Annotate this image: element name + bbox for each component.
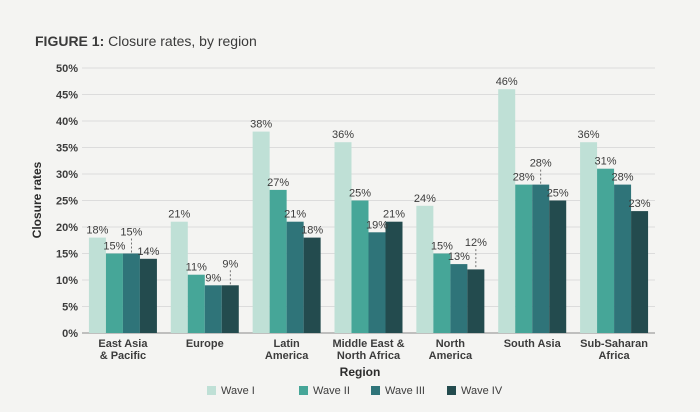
data-label: 12% bbox=[465, 237, 487, 249]
data-label: 27% bbox=[267, 177, 289, 189]
y-axis-title: Closure rates bbox=[30, 161, 44, 238]
bar bbox=[88, 237, 106, 333]
data-label: 15% bbox=[431, 241, 453, 253]
bar bbox=[170, 221, 188, 333]
data-label: 36% bbox=[578, 129, 600, 141]
bar bbox=[286, 221, 304, 333]
data-label: 23% bbox=[629, 198, 651, 210]
category-label: Middle East & bbox=[332, 338, 404, 350]
category-label: North bbox=[436, 338, 466, 350]
bar bbox=[532, 184, 550, 333]
data-labels: 18%15%15%14%21%11%9%9%38%27%21%18%36%25%… bbox=[86, 76, 651, 285]
bar bbox=[433, 253, 451, 333]
data-label: 21% bbox=[168, 209, 190, 221]
bar bbox=[549, 200, 567, 333]
category-label: Latin bbox=[274, 338, 301, 350]
y-tick-label: 45% bbox=[56, 90, 78, 102]
bar bbox=[416, 205, 434, 333]
data-label: 11% bbox=[186, 262, 207, 274]
figure-title: FIGURE 1: Closure rates, by region bbox=[35, 33, 257, 49]
bar bbox=[105, 253, 123, 333]
y-tick-label: 20% bbox=[56, 222, 78, 234]
category-label: Europe bbox=[186, 338, 224, 350]
data-label: 15% bbox=[120, 227, 142, 239]
category-label: South Asia bbox=[504, 338, 562, 350]
x-axis-title: Region bbox=[340, 365, 381, 379]
legend-label: Wave I bbox=[221, 385, 255, 397]
data-label: 15% bbox=[103, 241, 125, 253]
data-label: 14% bbox=[137, 246, 159, 258]
figure-caption: Closure rates, by region bbox=[108, 33, 257, 49]
bar bbox=[450, 264, 468, 333]
data-label: 21% bbox=[284, 209, 306, 221]
bar bbox=[139, 258, 157, 333]
bar bbox=[597, 168, 615, 333]
category-label: East Asia bbox=[98, 338, 148, 350]
legend-label: Wave II bbox=[313, 385, 350, 397]
y-tick-label: 0% bbox=[62, 328, 78, 340]
y-tick-label: 10% bbox=[56, 275, 78, 287]
legend-swatch bbox=[447, 386, 456, 395]
y-tick-label: 25% bbox=[56, 196, 78, 208]
bar bbox=[221, 285, 239, 333]
legend-swatch bbox=[207, 386, 216, 395]
category-label: America bbox=[265, 350, 309, 362]
bar bbox=[187, 274, 205, 333]
legend-label: Wave IV bbox=[461, 385, 503, 397]
category-label: Africa bbox=[598, 350, 630, 362]
bar bbox=[385, 221, 403, 333]
bar bbox=[269, 189, 287, 333]
data-label: 28% bbox=[612, 172, 634, 184]
data-label: 28% bbox=[530, 158, 552, 170]
legend-label: Wave III bbox=[385, 385, 425, 397]
data-label: 18% bbox=[86, 225, 108, 237]
bar bbox=[580, 142, 598, 333]
data-label: 18% bbox=[301, 225, 323, 237]
category-label: Sub-Saharan bbox=[580, 338, 648, 350]
data-label: 36% bbox=[332, 129, 354, 141]
data-label: 31% bbox=[595, 156, 617, 168]
bar bbox=[252, 131, 270, 333]
data-label: 13% bbox=[448, 251, 470, 263]
data-label: 24% bbox=[414, 193, 436, 205]
bars bbox=[88, 89, 649, 333]
figure-label: FIGURE 1: bbox=[35, 33, 105, 49]
data-label: 9% bbox=[222, 258, 238, 270]
category-label: America bbox=[429, 350, 473, 362]
bar bbox=[334, 142, 352, 333]
data-label: 25% bbox=[547, 188, 569, 200]
data-label: 21% bbox=[383, 209, 405, 221]
data-label: 19% bbox=[366, 219, 388, 231]
bar bbox=[204, 285, 222, 333]
y-axis-ticks: 0% 5% 10% 15% 20% 25% 30% 35% 40% 45% 50% bbox=[56, 63, 78, 340]
y-tick-label: 50% bbox=[56, 63, 78, 75]
y-tick-label: 35% bbox=[56, 143, 78, 155]
bar bbox=[467, 269, 485, 333]
y-tick-label: 40% bbox=[56, 116, 78, 128]
category-label: North Africa bbox=[337, 350, 401, 362]
bar bbox=[614, 184, 632, 333]
legend: Wave I Wave II Wave III Wave IV bbox=[207, 385, 503, 397]
bar bbox=[122, 253, 140, 333]
legend-swatch bbox=[299, 386, 308, 395]
y-tick-label: 30% bbox=[56, 169, 78, 181]
bar bbox=[498, 89, 516, 333]
data-label: 38% bbox=[250, 119, 272, 131]
data-label: 28% bbox=[513, 172, 535, 184]
y-tick-label: 5% bbox=[62, 302, 78, 314]
y-tick-label: 15% bbox=[56, 249, 78, 261]
bar bbox=[351, 200, 369, 333]
bar bbox=[515, 184, 533, 333]
data-label: 25% bbox=[349, 188, 371, 200]
data-label: 46% bbox=[496, 76, 518, 88]
category-label: & Pacific bbox=[100, 350, 146, 362]
bar bbox=[631, 211, 649, 333]
bar bbox=[368, 232, 386, 333]
bar bbox=[303, 237, 321, 333]
data-label: 9% bbox=[205, 272, 221, 284]
legend-swatch bbox=[371, 386, 380, 395]
